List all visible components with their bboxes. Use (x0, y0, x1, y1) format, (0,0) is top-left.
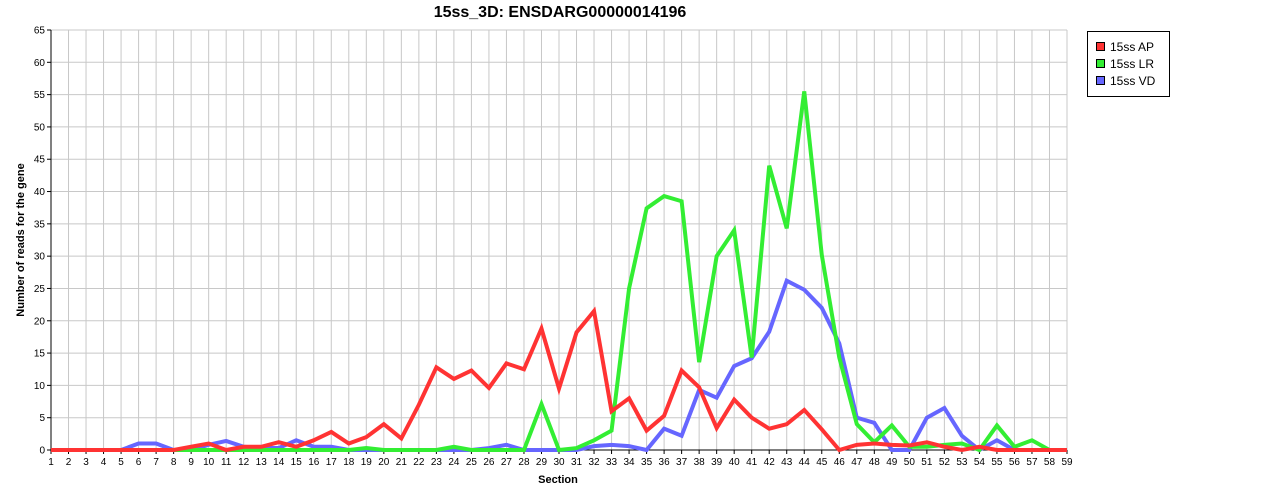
x-axis-label: Section (538, 474, 578, 486)
series-lines (51, 91, 1067, 453)
x-tick-label: 6 (136, 457, 142, 468)
x-tick-label: 28 (518, 457, 530, 468)
y-tick-label: 20 (34, 316, 46, 327)
x-tick-label: 35 (641, 457, 653, 468)
legend-label-lr: 15ss LR (1110, 56, 1155, 71)
x-tick-label: 25 (466, 457, 478, 468)
legend-label-vd: 15ss VD (1110, 73, 1156, 88)
x-tick-label: 42 (764, 457, 776, 468)
x-tick-label: 52 (939, 457, 951, 468)
x-tick-label: 4 (101, 457, 107, 468)
x-tick-label: 11 (221, 457, 232, 468)
legend-swatch-vd (1096, 76, 1105, 85)
x-tick-label: 24 (448, 457, 460, 468)
x-tick-label: 9 (188, 457, 194, 468)
x-tick-label: 53 (956, 457, 968, 468)
x-tick-label: 51 (921, 457, 933, 468)
x-tick-label: 46 (834, 457, 846, 468)
x-tick-label: 49 (886, 457, 898, 468)
x-tick-label: 27 (501, 457, 513, 468)
x-tick-label: 34 (624, 457, 636, 468)
legend-label-ap: 15ss AP (1110, 39, 1155, 54)
x-tick-label: 10 (203, 457, 215, 468)
x-tick-label: 30 (553, 457, 565, 468)
grid (50, 29, 1068, 451)
legend: 15ss AP 15ss LR 15ss VD (1087, 31, 1170, 97)
y-tick-label: 5 (39, 413, 45, 424)
x-tick-label: 47 (851, 457, 863, 468)
y-tick-label: 0 (39, 446, 45, 457)
x-tick-label: 7 (153, 457, 159, 468)
y-tick-label: 25 (34, 284, 46, 295)
x-tick-label: 20 (378, 457, 390, 468)
legend-item-vd: 15ss VD (1096, 72, 1169, 89)
y-tick-label: 40 (34, 187, 46, 198)
x-tick-label: 16 (308, 457, 320, 468)
x-tick-label: 23 (431, 457, 443, 468)
x-tick-label: 57 (1026, 457, 1038, 468)
x-tick-label: 55 (991, 457, 1003, 468)
x-tick-label: 17 (326, 457, 338, 468)
x-tick-label: 40 (729, 457, 741, 468)
x-axis-ticks: 1 2 3 4 5 6 7 8 9 10 11 12 13 14 15 16 17 18 19 20 21 22 23 24 2… (48, 450, 1073, 468)
chart-title: 15ss_3D: ENSDARG00000014196 (434, 4, 687, 21)
x-tick-label: 5 (118, 457, 124, 468)
x-tick-label: 22 (413, 457, 425, 468)
legend-item-ap: 15ss AP (1096, 38, 1169, 55)
y-tick-label: 45 (34, 155, 46, 166)
x-tick-label: 1 (48, 457, 54, 468)
y-tick-label: 50 (34, 122, 46, 133)
x-tick-label: 36 (659, 457, 671, 468)
x-tick-label: 3 (83, 457, 89, 468)
series-line-15ss-lr (51, 91, 1067, 453)
x-tick-label: 2 (66, 457, 72, 468)
x-tick-label: 48 (869, 457, 881, 468)
x-tick-label: 32 (588, 457, 600, 468)
x-tick-label: 26 (483, 457, 495, 468)
y-tick-label: 15 (34, 349, 46, 360)
x-tick-label: 56 (1009, 457, 1021, 468)
legend-item-lr: 15ss LR (1096, 55, 1169, 72)
legend-swatch-lr (1096, 59, 1105, 68)
x-tick-label: 43 (781, 457, 793, 468)
x-tick-label: 19 (361, 457, 373, 468)
y-tick-label: 65 (34, 26, 46, 37)
x-tick-label: 12 (238, 457, 250, 468)
x-tick-label: 41 (746, 457, 758, 468)
x-tick-label: 59 (1061, 457, 1073, 468)
x-tick-label: 18 (343, 457, 355, 468)
x-tick-label: 33 (606, 457, 618, 468)
y-tick-label: 60 (34, 58, 46, 69)
series-line-15ss-ap (51, 306, 1067, 453)
y-tick-label: 30 (34, 252, 46, 263)
x-tick-label: 21 (396, 457, 408, 468)
x-tick-label: 13 (256, 457, 268, 468)
x-tick-label: 31 (571, 457, 583, 468)
y-tick-label: 55 (34, 90, 46, 101)
x-tick-label: 8 (171, 457, 177, 468)
x-tick-label: 14 (273, 457, 285, 468)
x-tick-label: 54 (974, 457, 986, 468)
x-tick-label: 29 (536, 457, 548, 468)
y-axis-ticks: 0 5 10 15 20 25 30 35 40 45 50 55 60 65 (34, 26, 51, 457)
x-tick-label: 39 (711, 457, 723, 468)
x-tick-label: 15 (291, 457, 303, 468)
x-tick-label: 45 (816, 457, 828, 468)
legend-swatch-ap (1096, 42, 1105, 51)
x-tick-label: 37 (676, 457, 688, 468)
x-tick-label: 38 (694, 457, 706, 468)
x-tick-label: 44 (799, 457, 811, 468)
y-tick-label: 35 (34, 219, 46, 230)
x-tick-label: 50 (904, 457, 916, 468)
x-tick-label: 58 (1044, 457, 1056, 468)
y-axis-label: Number of reads for the gene (15, 163, 27, 316)
y-tick-label: 10 (34, 381, 46, 392)
